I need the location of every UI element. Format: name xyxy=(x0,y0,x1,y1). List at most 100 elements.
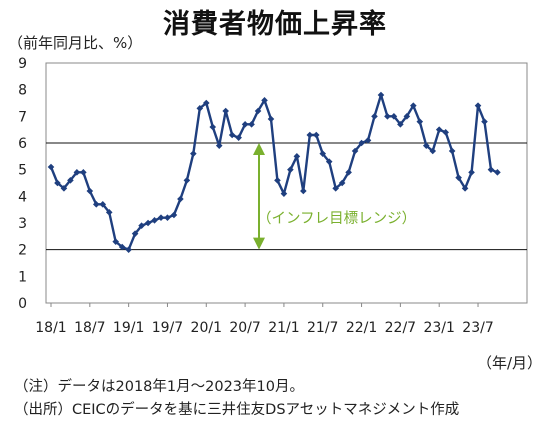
data-point xyxy=(235,134,242,141)
range-arrow-head-up xyxy=(253,143,265,155)
data-point xyxy=(164,214,171,221)
x-tick-label: 23/7 xyxy=(462,320,493,336)
data-point xyxy=(105,209,113,216)
footnote-period: （注）データは2018年1月～2023年10月。 xyxy=(14,379,304,395)
y-tick-label: 2 xyxy=(18,243,27,259)
data-point xyxy=(196,105,204,112)
y-tick-label: 9 xyxy=(18,56,27,72)
data-point xyxy=(267,115,275,123)
cpi-series-line xyxy=(49,93,498,251)
y-tick-label: 8 xyxy=(18,83,27,99)
y-axis-ticks: 0 1 2 3 4 5 6 7 8 9 xyxy=(18,56,27,312)
data-point xyxy=(261,97,268,104)
inflation-target-range-label: （インフレ目標レンジ） xyxy=(257,210,416,227)
data-point xyxy=(274,177,281,184)
data-point xyxy=(183,177,191,184)
data-point xyxy=(468,169,475,176)
data-point xyxy=(461,185,469,192)
data-point xyxy=(312,131,320,139)
data-point xyxy=(248,121,255,128)
x-tick-label: 18/7 xyxy=(74,320,105,336)
x-tick-label: 22/7 xyxy=(385,320,416,336)
data-point xyxy=(397,121,404,128)
data-point xyxy=(319,150,327,157)
x-tick-label: 21/1 xyxy=(268,320,299,336)
data-point xyxy=(228,131,236,139)
data-point xyxy=(177,195,184,203)
data-point xyxy=(410,102,417,109)
data-point xyxy=(403,113,411,120)
chart-title: 消費者物価上昇率 xyxy=(163,9,387,40)
data-point xyxy=(300,187,307,195)
data-point xyxy=(112,238,119,245)
cpi-series-points xyxy=(47,91,501,253)
y-tick-label: 1 xyxy=(18,269,27,285)
data-point xyxy=(80,169,87,176)
data-point xyxy=(332,185,339,192)
data-point xyxy=(73,169,81,176)
data-point xyxy=(448,147,456,155)
data-point xyxy=(209,123,217,131)
data-point xyxy=(487,166,495,173)
x-tick-label: 23/1 xyxy=(423,320,454,336)
data-point xyxy=(54,179,61,187)
x-tick-label: 22/1 xyxy=(346,320,377,336)
x-axis-ticks: 18/1 18/7 19/1 19/7 20/1 20/7 21/1 21/7 22/1 22/7… xyxy=(35,303,494,336)
data-point xyxy=(338,179,346,187)
data-point xyxy=(215,142,223,149)
y-tick-label: 0 xyxy=(18,296,27,312)
data-point xyxy=(442,129,449,136)
data-point xyxy=(435,126,443,133)
x-tick-label: 19/1 xyxy=(113,320,144,336)
footnote-source: （出所）CEICのデータを基に三井住友DSアセットマネジメント作成 xyxy=(14,402,460,418)
y-tick-label: 3 xyxy=(18,216,27,232)
y-tick-label: 6 xyxy=(18,136,27,152)
data-point xyxy=(125,246,132,253)
data-point xyxy=(67,177,74,184)
data-point xyxy=(351,147,359,155)
data-point xyxy=(287,166,294,173)
data-point xyxy=(202,99,210,107)
data-point xyxy=(131,230,139,237)
x-tick-label: 20/7 xyxy=(229,320,260,336)
x-axis-unit-label: （年/月） xyxy=(476,354,542,372)
data-point xyxy=(60,185,68,192)
data-point xyxy=(157,214,165,221)
data-point xyxy=(390,113,398,120)
data-point xyxy=(99,201,107,208)
data-point xyxy=(138,222,145,229)
data-point xyxy=(358,139,365,147)
data-point xyxy=(280,190,288,197)
x-tick-label: 20/1 xyxy=(191,320,222,336)
data-point xyxy=(222,107,229,115)
inflation-target-range-arrow xyxy=(253,143,265,250)
data-point xyxy=(47,163,55,171)
data-point xyxy=(118,243,126,251)
data-point xyxy=(254,107,262,115)
range-arrow-head-down xyxy=(253,237,265,250)
data-point xyxy=(371,113,378,120)
data-point xyxy=(494,169,501,176)
data-point xyxy=(474,102,482,109)
data-point xyxy=(422,142,430,149)
data-point xyxy=(416,118,424,125)
data-point xyxy=(144,219,152,227)
data-point xyxy=(293,153,301,160)
data-point xyxy=(241,121,249,128)
data-point xyxy=(151,217,158,224)
data-point xyxy=(384,113,391,120)
x-tick-label: 21/7 xyxy=(307,320,338,336)
data-point xyxy=(429,147,437,155)
y-tick-label: 4 xyxy=(18,189,27,205)
data-point xyxy=(170,211,178,219)
cpi-line-chart: 0 1 2 3 4 5 6 7 8 9 18/1 18/7 19/1 19/7 20/1 20/7 21/1 2… xyxy=(18,56,528,336)
data-point xyxy=(481,118,488,125)
data-point xyxy=(86,187,94,195)
y-tick-label: 5 xyxy=(18,163,27,179)
data-point xyxy=(455,174,462,181)
data-point xyxy=(92,201,100,208)
data-point xyxy=(345,169,352,176)
plot-area-frame xyxy=(45,62,528,304)
data-point xyxy=(306,131,314,139)
x-tick-label: 18/1 xyxy=(35,320,66,336)
